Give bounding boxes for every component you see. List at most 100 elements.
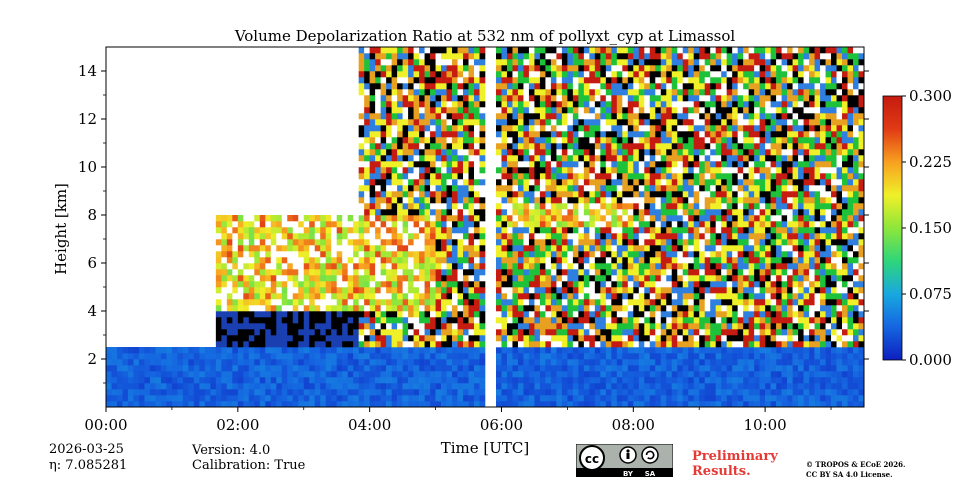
heatmap-cell (594, 293, 601, 300)
heatmap-cell (605, 179, 612, 186)
heatmap-cell (243, 299, 250, 306)
heatmap-cell (572, 53, 579, 60)
heatmap-cell (611, 101, 618, 108)
heatmap-cell (215, 251, 222, 258)
heatmap-cell (287, 335, 294, 342)
heatmap-cell (616, 209, 623, 216)
heatmap-cell (649, 89, 656, 96)
heatmap-cell (512, 383, 519, 390)
heatmap-cell (611, 89, 618, 96)
heatmap-cell (435, 335, 442, 342)
heatmap-cell (441, 155, 447, 162)
heatmap-cell (633, 323, 640, 330)
heatmap-cell (248, 293, 255, 300)
heatmap-cell (468, 329, 475, 336)
heatmap-cell (358, 95, 365, 102)
heatmap-cell (644, 353, 651, 360)
heatmap-cell (517, 191, 524, 198)
heatmap-cell (633, 281, 640, 288)
heatmap-cell (441, 71, 447, 78)
heatmap-cell (506, 101, 513, 108)
heatmap-cell (281, 215, 288, 222)
heatmap-cell (715, 131, 722, 138)
heatmap-cell (402, 95, 409, 102)
heatmap-cell (303, 227, 310, 234)
heatmap-cell (715, 221, 722, 228)
heatmap-cell (693, 359, 700, 366)
heatmap-cell (682, 95, 689, 102)
heatmap-cell (633, 233, 640, 240)
heatmap-cell (572, 131, 579, 138)
heatmap-cell (408, 179, 414, 186)
heatmap-cell (545, 389, 552, 396)
heatmap-cell (545, 317, 552, 324)
heatmap-cell (600, 185, 607, 192)
heatmap-cell (468, 227, 475, 234)
heatmap-cell (309, 377, 316, 384)
heatmap-cell (638, 65, 645, 72)
heatmap-cell (369, 347, 376, 354)
heatmap-cell (446, 239, 453, 246)
heatmap-cell (666, 125, 673, 132)
heatmap-cell (545, 395, 552, 402)
heatmap-cell (699, 53, 706, 60)
heatmap-cell (726, 167, 733, 174)
heatmap-cell (254, 317, 261, 324)
heatmap-cell (506, 191, 513, 198)
heatmap-cell (221, 269, 228, 276)
heatmap-cell (259, 311, 266, 318)
heatmap-cell (457, 143, 464, 150)
heatmap-cell (479, 131, 486, 138)
heatmap-cell (424, 59, 431, 66)
heatmap-cell (424, 167, 431, 174)
heatmap-cell (523, 173, 530, 180)
heatmap-cell (561, 341, 568, 348)
heatmap-cell (457, 263, 464, 270)
heatmap-cell (463, 47, 469, 54)
heatmap-cell (501, 335, 508, 342)
heatmap-cell (578, 71, 585, 78)
heatmap-cell (682, 383, 689, 390)
heatmap-cell (287, 221, 294, 228)
heatmap-cell (644, 173, 651, 180)
heatmap-cell (265, 257, 272, 264)
heatmap-cell (523, 83, 530, 90)
heatmap-cell (649, 323, 656, 330)
heatmap-cell (600, 203, 607, 210)
heatmap-cell (655, 185, 662, 192)
heatmap-cell (715, 305, 722, 312)
heatmap-cell (232, 269, 239, 276)
heatmap-cell (704, 191, 711, 198)
heatmap-cell (303, 371, 310, 378)
heatmap-cell (248, 341, 255, 348)
heatmap-cell (237, 245, 244, 252)
heatmap-cell (133, 389, 140, 396)
heatmap-cell (144, 389, 151, 396)
heatmap-cell (699, 161, 706, 168)
heatmap-cell (721, 95, 727, 102)
heatmap-cell (644, 335, 651, 342)
heatmap-cell (303, 383, 310, 390)
heatmap-cell (682, 233, 689, 240)
heatmap-cell (732, 401, 738, 407)
heatmap-cell (380, 155, 387, 162)
heatmap-cell (721, 389, 727, 396)
heatmap-cell (375, 395, 381, 402)
heatmap-cell (682, 377, 689, 384)
heatmap-cell (671, 251, 678, 258)
heatmap-cell (386, 323, 392, 330)
heatmap-cell (397, 131, 403, 138)
heatmap-cell (622, 89, 629, 96)
heatmap-cell (638, 233, 645, 240)
heatmap-cell (671, 203, 678, 210)
heatmap-cell (430, 365, 436, 372)
heatmap-cell (413, 221, 420, 228)
heatmap-cell (413, 59, 420, 66)
heatmap-cell (303, 317, 310, 324)
heatmap-cell (517, 227, 524, 234)
heatmap-cell (149, 389, 156, 396)
heatmap-cell (380, 371, 387, 378)
heatmap-cell (193, 383, 200, 390)
heatmap-cell (358, 125, 365, 132)
heatmap-cell (556, 155, 563, 162)
